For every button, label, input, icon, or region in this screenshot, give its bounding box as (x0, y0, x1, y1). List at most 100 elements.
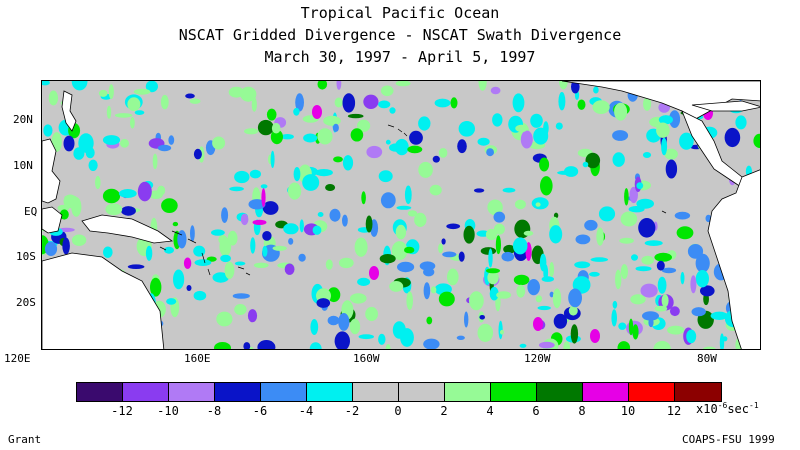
title-date-range: March 30, 1997 - April 5, 1997 (264, 48, 536, 66)
divergence-patch (284, 263, 295, 275)
divergence-patch (488, 248, 493, 268)
divergence-patch (270, 129, 283, 145)
divergence-patch (553, 313, 568, 329)
divergence-patch (642, 152, 652, 158)
divergence-patch (327, 287, 341, 303)
colorbar-tick-label: 10 (620, 404, 636, 418)
divergence-patch (442, 251, 457, 258)
divergence-patch (540, 176, 553, 196)
divergence-patch (584, 219, 598, 231)
divergence-patch (224, 261, 235, 279)
divergence-patch (314, 169, 333, 177)
divergence-patch (630, 294, 646, 305)
divergence-patch (477, 323, 494, 342)
divergence-patch (523, 230, 534, 236)
divergence-patch (438, 291, 455, 307)
divergence-patch (389, 281, 404, 292)
divergence-patch (615, 269, 622, 290)
divergence-patch (127, 264, 145, 269)
colorbar-cell (675, 383, 721, 401)
divergence-patch (585, 152, 601, 169)
divergence-patch (248, 346, 254, 349)
divergence-patch (257, 340, 276, 349)
lon-label-120e: 120E (4, 352, 31, 365)
divergence-patch (450, 97, 458, 109)
divergence-patch (354, 237, 368, 257)
divergence-patch (641, 255, 654, 265)
title-line-2: NSCAT Gridded Divergence - NSCAT Swath D… (178, 26, 622, 44)
divergence-patch (676, 226, 694, 240)
divergence-patch (173, 269, 185, 290)
divergence-patch (463, 225, 475, 244)
divergence-patch (234, 261, 246, 266)
divergence-patch (145, 81, 158, 93)
divergence-patch (464, 311, 469, 328)
divergence-patch (385, 344, 391, 349)
divergence-patch (691, 307, 706, 317)
divergence-patch (164, 246, 174, 254)
divergence-patch (271, 122, 281, 134)
divergence-patch (438, 243, 444, 254)
divergence-patch (563, 341, 570, 349)
divergence-patch (395, 81, 411, 87)
divergence-patch (229, 186, 244, 192)
divergence-patch (493, 223, 505, 235)
divergence-patch (407, 145, 423, 154)
divergence-patch (469, 291, 484, 311)
divergence-patch (325, 184, 336, 191)
divergence-patch (342, 214, 348, 227)
divergence-patch (661, 294, 669, 308)
divergence-patch (665, 159, 678, 179)
divergence-patch (240, 213, 249, 226)
divergence-patch (568, 305, 578, 316)
divergence-patch (48, 90, 59, 106)
divergence-patch (575, 234, 591, 245)
divergence-patch (389, 107, 396, 114)
divergence-patch (342, 93, 356, 113)
colorbar-cell (353, 383, 399, 401)
divergence-patch (654, 252, 672, 262)
divergence-patch (288, 182, 302, 200)
divergence-patch (503, 244, 516, 254)
divergence-patch (558, 92, 566, 111)
divergence-patch (549, 291, 554, 298)
divergence-patch (378, 100, 391, 109)
divergence-patch (695, 270, 710, 288)
divergence-patch (260, 184, 268, 189)
divergence-patch (549, 262, 555, 277)
divergence-patch (680, 271, 685, 285)
divergence-patch (103, 246, 113, 258)
divergence-patch (549, 225, 563, 244)
divergence-patch (251, 97, 257, 112)
divergence-patch (332, 123, 339, 132)
colorbar-cell (77, 383, 123, 401)
divergence-patch (365, 215, 373, 233)
divergence-patch (185, 93, 195, 99)
land-masses (42, 81, 760, 349)
divergence-patch (71, 197, 82, 217)
divergence-patch (350, 293, 367, 304)
divergence-patch (498, 320, 503, 340)
divergence-patch (120, 138, 129, 148)
divergence-patch (480, 247, 497, 255)
divergence-patch (631, 254, 638, 261)
divergence-patch (535, 202, 541, 207)
divergence-patch (378, 333, 386, 345)
divergence-patch (365, 306, 378, 322)
divergence-patch (252, 219, 267, 225)
divergence-patch (183, 257, 192, 269)
divergence-patch (624, 188, 629, 206)
colorbar-cell (307, 383, 353, 401)
divergence-patch (487, 199, 503, 216)
divergence-patch (555, 122, 563, 130)
lon-label-160e: 160E (184, 352, 211, 365)
divergence-patch (495, 235, 501, 255)
divergence-patch (531, 197, 549, 210)
divergence-patch (485, 228, 498, 241)
divergence-patch (130, 117, 135, 129)
divergence-patch (309, 342, 322, 349)
divergence-patch (283, 223, 299, 235)
divergence-patch (172, 221, 179, 227)
divergence-patch (127, 97, 141, 112)
divergence-patch (378, 170, 393, 183)
